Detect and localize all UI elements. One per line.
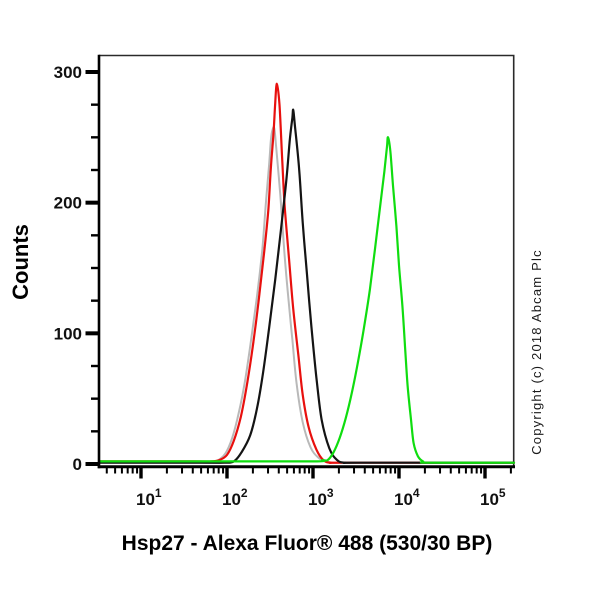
curve-red xyxy=(97,82,516,464)
x-tick-label: 101 xyxy=(136,486,162,509)
curve-black xyxy=(97,108,516,464)
y-tick-label: 100 xyxy=(54,324,82,343)
curve-green xyxy=(97,136,516,464)
x-tick-label: 103 xyxy=(308,486,334,509)
y-tick-label: 300 xyxy=(54,63,82,82)
axis-ticks: 101 102 103 104 105 0 100 200 300 xyxy=(54,63,512,509)
copyright-text: Copyright (c) 2018 Abcam Plc xyxy=(529,249,544,455)
y-tick-label: 200 xyxy=(54,194,82,213)
x-tick-label: 102 xyxy=(222,486,248,509)
y-axis-title: Counts xyxy=(8,224,33,300)
x-tick-label: 105 xyxy=(480,486,506,509)
x-tick-label: 104 xyxy=(394,486,420,509)
histogram-curves xyxy=(97,82,516,464)
y-tick-label: 0 xyxy=(73,455,82,474)
chart-title: Hsp27 - Alexa Fluor® 488 (530/30 BP) xyxy=(122,532,493,555)
